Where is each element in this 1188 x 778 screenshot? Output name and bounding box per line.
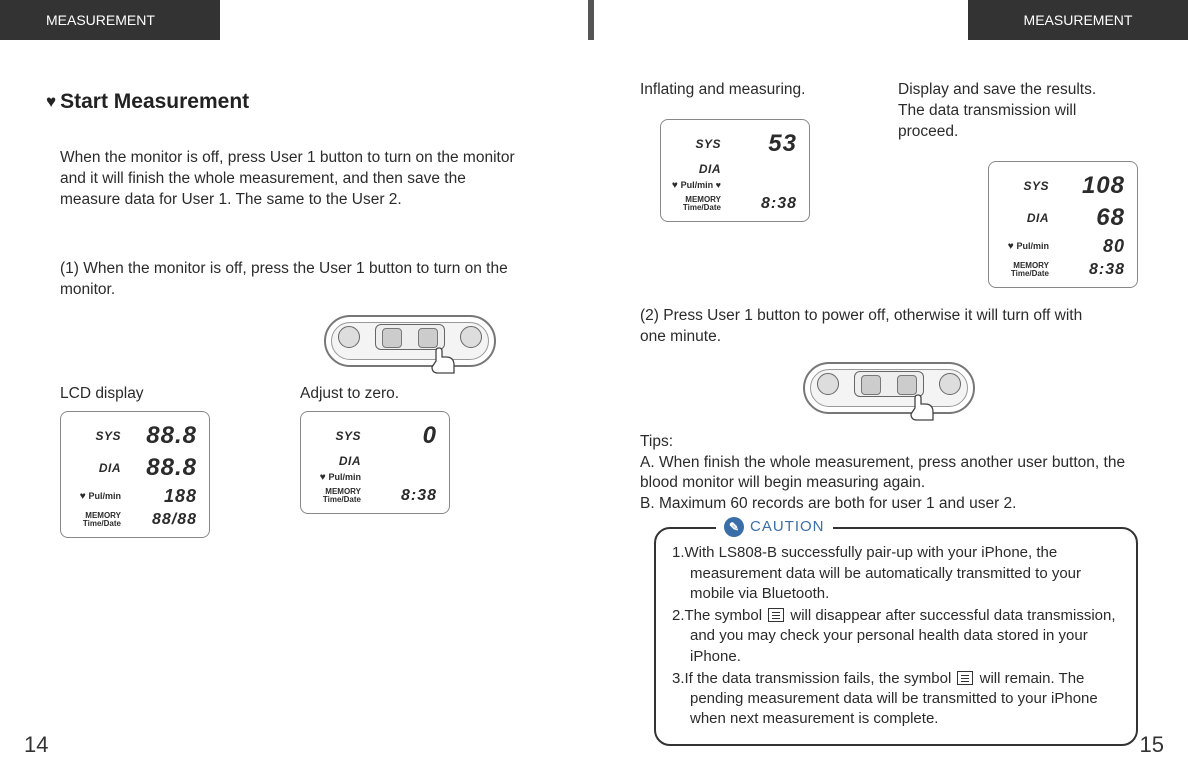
header-tab-left: MEASUREMENT: [0, 0, 220, 40]
lcd-display-label: LCD display: [60, 385, 210, 403]
lcdR-dia-label: DIA: [997, 211, 1053, 225]
transmit-symbol-icon: [768, 608, 784, 622]
lcd-inflating: SYS 53 DIA Pul/min ♥ MEMORYTime/Date 8:3…: [660, 119, 810, 222]
tip-b: B. Maximum 60 records are both for user …: [640, 494, 1138, 515]
lcdI-sys-val: 53: [725, 130, 801, 158]
lcd-dia-val: 88.8: [125, 454, 201, 482]
header-gap-1: [220, 0, 588, 40]
lcd-dia-label: DIA: [69, 461, 125, 475]
lcd0-time-val: 8:38: [365, 487, 441, 505]
caution-legend: ✎ CAUTION: [716, 517, 833, 537]
section-title: ♥Start Measurement: [46, 90, 544, 114]
caution-item-2: 2.The symbol will disappear after succes…: [672, 606, 1120, 667]
page-number-right: 15: [1140, 732, 1164, 758]
lcdI-memory-label: MEMORYTime/Date: [669, 196, 725, 212]
header-tab-right: MEASUREMENT: [968, 0, 1188, 40]
caution-item-1: 1.With LS808-B successfully pair-up with…: [672, 543, 1120, 604]
lcdR-pul-val: 80: [1053, 236, 1129, 257]
result-caption-a: Display and save the results.: [898, 81, 1096, 98]
lcdR-time-val: 8:38: [1053, 261, 1129, 279]
header-right-text: MEASUREMENT: [1024, 12, 1133, 28]
caution-item-3: 3.If the data transmission fails, the sy…: [672, 669, 1120, 730]
step-1-text: (1) When the monitor is off, press the U…: [60, 259, 530, 301]
lcdR-dia-val: 68: [1053, 204, 1129, 232]
lcdR-pul-label: Pul/min: [997, 241, 1053, 252]
header-gap-2: [594, 0, 968, 40]
lcdR-sys-val: 108: [1053, 172, 1129, 200]
device-button-illustration-2: [803, 362, 975, 414]
caution-box: ✎ CAUTION 1.With LS808-B successfully pa…: [654, 527, 1138, 745]
result-caption-b: The data transmission will proceed.: [898, 102, 1076, 140]
lcdR-sys-label: SYS: [997, 179, 1053, 193]
lcd0-sys-val: 0: [365, 422, 441, 450]
caution-icon: ✎: [724, 517, 744, 537]
lcd0-pul-label: Pul/min: [309, 472, 365, 483]
lcd0-memory-label: MEMORYTime/Date: [309, 488, 365, 504]
tips-title: Tips:: [640, 432, 1138, 453]
device-button-illustration-1: [324, 315, 496, 367]
caution-title: CAUTION: [750, 517, 825, 537]
lcd-result: SYS 108 DIA 68 Pul/min 80 MEMORYTime/Dat…: [988, 161, 1138, 288]
result-caption: Display and save the results. The data t…: [898, 80, 1138, 143]
hand-pointer-icon: [430, 347, 460, 375]
step-2-text: (2) Press User 1 button to power off, ot…: [640, 306, 1110, 348]
lcdI-time-val: 8:38: [725, 195, 801, 213]
lcdI-sys-label: SYS: [669, 137, 725, 151]
lcdR-memory-label: MEMORYTime/Date: [997, 262, 1053, 278]
page-left: ♥Start Measurement When the monitor is o…: [0, 0, 594, 778]
lcdI-pul-label: Pul/min ♥: [669, 180, 725, 191]
transmit-symbol-icon-2: [957, 671, 973, 685]
lcd-memory-label: MEMORYTime/Date: [69, 512, 125, 528]
page-right: Inflating and measuring. SYS 53 DIA Pul/…: [594, 0, 1188, 778]
lcd0-sys-label: SYS: [309, 429, 365, 443]
inflating-caption: Inflating and measuring.: [640, 80, 876, 101]
lcd-zero: SYS 0 DIA Pul/min MEMORYTime/Date 8:38: [300, 411, 450, 514]
lcd-pul-label: Pul/min: [69, 491, 125, 502]
header-row: MEASUREMENT MEASUREMENT: [0, 0, 1188, 40]
header-left-text: MEASUREMENT: [46, 12, 155, 28]
page-number-left: 14: [24, 732, 48, 758]
lcd-all-segments: SYS 88.8 DIA 88.8 Pul/min 188 MEMORYTime…: [60, 411, 210, 538]
lcd-sys-val: 88.8: [125, 422, 201, 450]
lcd0-dia-label: DIA: [309, 454, 365, 468]
heart-icon: ♥: [46, 92, 56, 112]
adjust-zero-label: Adjust to zero.: [300, 385, 450, 403]
title-text: Start Measurement: [60, 90, 249, 113]
right-top-row: Inflating and measuring. SYS 53 DIA Pul/…: [640, 80, 1138, 288]
lcdI-dia-label: DIA: [669, 162, 725, 176]
lcd-time-val: 88/88: [125, 511, 201, 529]
tips-block: Tips: A. When finish the whole measureme…: [640, 432, 1138, 516]
intro-para: When the monitor is off, press User 1 bu…: [60, 148, 530, 211]
tip-a: A. When finish the whole measurement, pr…: [640, 453, 1138, 495]
lcd-row: LCD display SYS 88.8 DIA 88.8 Pul/min 18…: [60, 385, 544, 538]
lcd-pul-val: 188: [125, 486, 201, 507]
hand-pointer-icon-2: [909, 394, 939, 422]
lcd-sys-label: SYS: [69, 429, 125, 443]
